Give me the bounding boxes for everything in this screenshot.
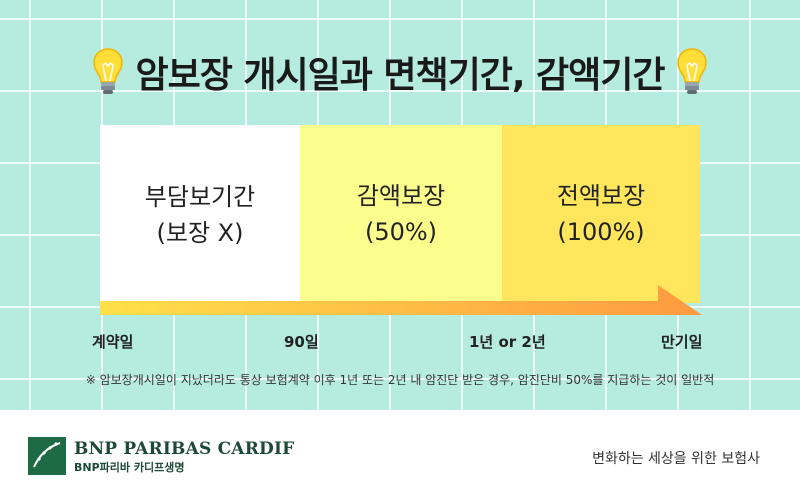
lightbulb-icon [93,48,124,94]
phase-title: 부담보기간 [144,183,256,211]
brand-slogan: 변화하는 세상을 위한 보험사 [592,451,760,467]
phase-subtitle: (100%) [557,218,645,246]
phase-reduced-coverage: 감액보장 (50%) [300,125,502,303]
page-title: 암보장 개시일과 면책기간, 감액기간 [135,55,665,96]
phase-subtitle: (보장 X) [156,219,244,247]
timeline-arrow [100,285,702,315]
brand-subtitle: BNP파리바 카디프생명 [74,461,185,474]
phase-no-coverage: 부담보기간 (보장 X) [100,125,300,305]
timeline-label-contract-date: 계약일 [92,333,134,351]
phase-title: 감액보장 [356,182,446,210]
phase-title: 전액보장 [556,182,646,210]
timeline-label-maturity: 만기일 [661,333,703,351]
brand-name: BNP PARIBAS CARDIF [74,439,295,459]
title-row: 암보장 개시일과 면책기간, 감액기간 [0,42,800,102]
lightbulb-icon [676,48,707,94]
timeline-label-90-days: 90일 [284,333,319,351]
phase-full-coverage: 전액보장 (100%) [502,125,700,303]
footnote: ※ 암보장개시일이 지났더라도 통상 보험계약 이후 1년 또는 2년 내 암진… [85,373,715,387]
bnp-stars-logo [28,437,66,475]
phase-subtitle: (50%) [364,218,438,246]
timeline-label-1-or-2-years: 1년 or 2년 [469,333,546,351]
footer [0,410,800,500]
